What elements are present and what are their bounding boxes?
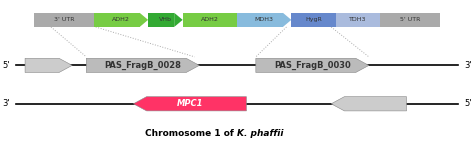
FancyBboxPatch shape (94, 13, 140, 27)
Text: 3' UTR: 3' UTR (54, 17, 74, 22)
FancyBboxPatch shape (336, 13, 380, 27)
Text: TDH3: TDH3 (349, 17, 367, 22)
FancyBboxPatch shape (148, 13, 174, 27)
Polygon shape (283, 13, 292, 27)
Text: 3': 3' (2, 99, 10, 108)
Text: Chromosome 1 of: Chromosome 1 of (145, 129, 237, 138)
Text: K. phaffii: K. phaffii (237, 129, 283, 138)
Text: HygR: HygR (305, 17, 322, 22)
Text: PAS_FragB_0030: PAS_FragB_0030 (274, 61, 351, 70)
Text: MDH3: MDH3 (255, 17, 273, 22)
Polygon shape (86, 58, 200, 72)
Text: PAS_FragB_0028: PAS_FragB_0028 (104, 61, 181, 70)
Text: VHb: VHb (159, 17, 172, 22)
Text: 5' UTR: 5' UTR (400, 17, 420, 22)
Polygon shape (256, 58, 369, 72)
Polygon shape (174, 13, 182, 27)
Polygon shape (25, 58, 72, 72)
Text: MPC1: MPC1 (177, 99, 203, 108)
Text: 5': 5' (464, 99, 472, 108)
Text: ADH2: ADH2 (201, 17, 219, 22)
Polygon shape (140, 13, 148, 27)
Text: ADH2: ADH2 (112, 17, 130, 22)
Text: 3': 3' (464, 61, 472, 70)
FancyBboxPatch shape (182, 13, 237, 27)
Text: 5': 5' (2, 61, 10, 70)
Polygon shape (133, 97, 246, 111)
Polygon shape (331, 97, 407, 111)
FancyBboxPatch shape (292, 13, 336, 27)
FancyBboxPatch shape (237, 13, 283, 27)
FancyBboxPatch shape (380, 13, 439, 27)
FancyBboxPatch shape (35, 13, 94, 27)
